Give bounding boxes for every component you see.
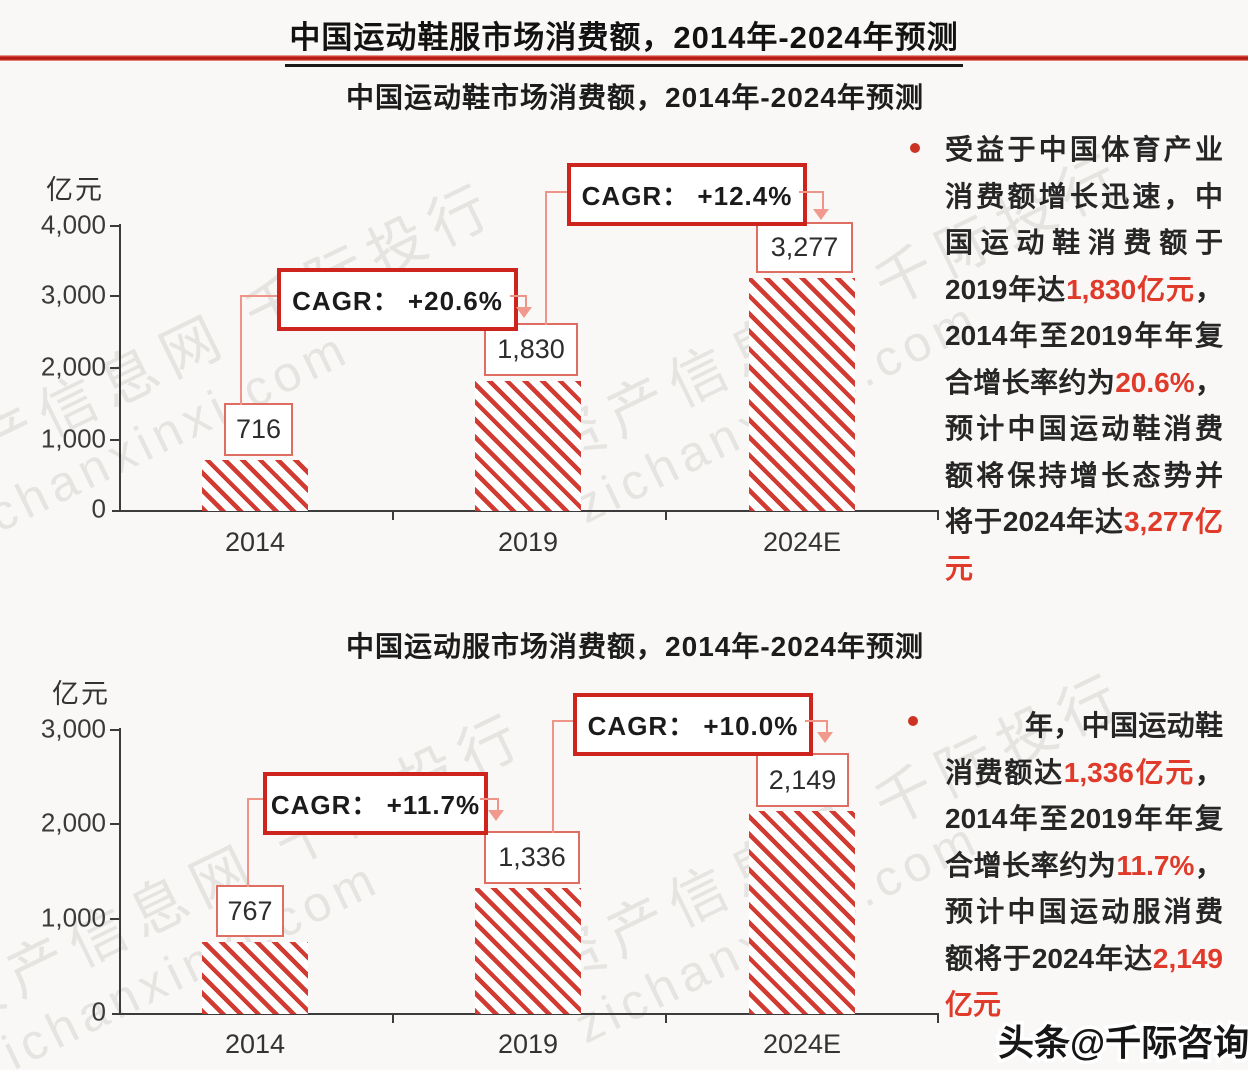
bullet-icon: [910, 143, 920, 153]
x-tick-label: 2014: [224, 527, 286, 557]
x-axis-tick: [665, 1015, 667, 1023]
note-paragraph-apparel: 年，中国运动鞋消费额达1,336亿元，2014年至2019年年复合增长率约为11…: [945, 710, 1223, 1020]
y-tick-label: 1,000: [40, 902, 106, 933]
value-label-box: 1,336: [484, 831, 580, 884]
y-axis-tick: [110, 439, 119, 441]
cagr-connector-line: [240, 295, 279, 405]
y-tick-label: 3,000: [40, 713, 106, 744]
value-label-box: 767: [216, 885, 284, 937]
x-axis-tick: [392, 1015, 394, 1023]
y-axis-tick: [110, 918, 119, 920]
x-tick-label: 2024E: [762, 1029, 842, 1059]
cagr-connector-line: [799, 191, 824, 212]
arrow-down-icon: [813, 209, 829, 220]
y-axis-unit-label: 亿元: [46, 175, 104, 205]
y-axis-line: [119, 224, 121, 512]
arrow-down-icon: [488, 810, 504, 821]
y-tick-label: 0: [91, 996, 106, 1027]
cagr-connector-line: [552, 720, 575, 833]
page-title: 中国运动鞋服市场消费额，2014年-2024年预测: [0, 12, 1248, 67]
bar-2014: [202, 942, 308, 1014]
value-label-box: 2,149: [756, 753, 849, 807]
x-axis-line: [112, 1013, 939, 1015]
note-paragraph-shoes: 受益于中国体育产业消费额增长迅速，中国运动鞋消费额于2019年达1,830亿元，…: [945, 134, 1223, 584]
x-axis-tick: [937, 1015, 939, 1023]
x-tick-label: 2019: [497, 1029, 559, 1059]
cagr-box-1: CAGR： +20.6%: [277, 268, 518, 331]
y-tick-label: 2,000: [40, 807, 106, 838]
y-tick-label: 2,000: [40, 351, 106, 382]
cagr-connector-line: [480, 798, 499, 814]
value-label-box: 3,277: [756, 222, 853, 273]
x-tick-label: 2024E: [762, 527, 842, 557]
value-label-box: 1,830: [484, 323, 578, 376]
cagr-box-4: CAGR： +10.0%: [573, 693, 813, 756]
bar-2019: [475, 888, 581, 1014]
y-tick-label: 0: [91, 493, 106, 524]
bar-2024e: [749, 811, 855, 1014]
bullet-icon: [908, 716, 918, 726]
chart-title-shoes: 中国运动鞋市场消费额，2014年-2024年预测: [346, 82, 924, 113]
bar-2024e: [749, 278, 855, 511]
cagr-connector-line: [510, 295, 527, 311]
y-tick-label: 3,000: [40, 279, 106, 310]
cagr-connector-line: [545, 191, 569, 325]
y-axis-tick: [110, 225, 119, 227]
x-axis-line: [112, 510, 939, 512]
byline-watermark: 头条@千际咨询 头条@千际咨询: [994, 1019, 1248, 1067]
arrow-down-icon: [516, 307, 532, 318]
y-tick-label: 4,000: [40, 209, 106, 240]
y-axis-tick: [110, 367, 119, 369]
x-axis-tick: [937, 512, 939, 520]
y-axis-tick: [110, 295, 119, 297]
y-axis-line: [119, 728, 121, 1015]
bar-2019: [475, 381, 581, 511]
value-label-box: 716: [224, 403, 293, 456]
cagr-box-3: CAGR： +11.7%: [263, 772, 488, 835]
arrow-down-icon: [817, 732, 833, 743]
chart-title-apparel: 中国运动服市场消费额，2014年-2024年预测: [346, 631, 924, 662]
y-axis-tick: [110, 729, 119, 731]
x-axis-tick: [392, 512, 394, 520]
y-axis-unit-label: 亿元: [52, 679, 110, 709]
title-divider-rule: [0, 55, 1248, 61]
cagr-connector-line: [247, 798, 265, 887]
y-tick-label: 1,000: [40, 423, 106, 454]
x-tick-label: 2019: [497, 527, 559, 557]
bar-2014: [202, 460, 308, 511]
x-axis-tick: [665, 512, 667, 520]
y-axis-tick: [110, 823, 119, 825]
x-tick-label: 2014: [224, 1029, 286, 1059]
cagr-box-2: CAGR： +12.4%: [567, 163, 807, 226]
cagr-connector-line: [805, 720, 828, 736]
